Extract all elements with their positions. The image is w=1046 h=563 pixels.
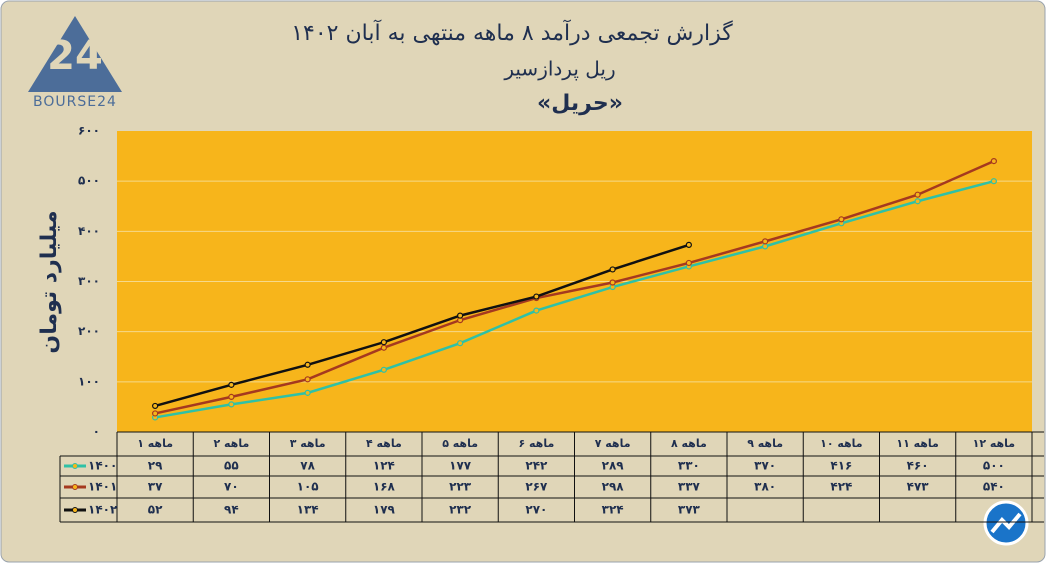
y-axis-label: میلیارد تومان [37,210,62,353]
x-tick-label: ۷ ماهه [595,437,631,450]
x-tick-label: ۳ ماهه [290,437,326,450]
logo-mark: 24 [47,33,103,79]
legend-label: ۱۴۰۱ [88,480,117,494]
table-cell: ۲۳۲ [449,503,472,517]
point [228,381,235,388]
legend-swatch [72,463,78,469]
subtitle: «حریل» [537,91,623,116]
y-tick-label: ۲۰۰ [78,324,100,338]
y-tick-label: ۳۰۰ [78,274,100,288]
x-tick-label: ۴ ماهه [366,437,402,450]
x-tick-label: ۹ ماهه [747,437,783,450]
table-cell: ۲۸۹ [602,459,625,473]
table-cell: ۳۳۰ [678,459,700,473]
table-cell: ۱۰۵ [297,480,319,494]
table-cell: ۳۷ [148,480,163,494]
point [228,401,235,408]
y-tick-label: ۵۰۰ [78,174,100,188]
point [762,238,769,245]
point [533,293,540,300]
table-cell: ۵۰۰ [983,459,1005,473]
point [457,312,464,319]
table-cell: ۱۷۷ [449,459,472,473]
y-tick-label: ۱۰۰ [78,374,100,388]
table-cell: ۲۷۰ [525,503,547,517]
table-cell: ۱۳۴ [297,503,319,517]
line-series [154,243,690,408]
point [990,178,997,185]
point [304,389,311,396]
point [609,266,616,273]
point [304,361,311,368]
table-cell: ۲۹۸ [602,480,625,494]
table-cell: ۲۴۲ [525,459,548,473]
table-cell: ۴۶۰ [907,459,929,473]
point [533,307,540,314]
subtitle: ریل پردازسیر [503,57,615,82]
corner-icon-arrow [990,512,1022,534]
chart-title: گزارش تجمعی درآمد ۸ ماهه منتهی به آبان ۱… [291,19,733,46]
table-cell: ۳۷۳ [678,503,701,517]
x-tick-label: ۱۱ ماهه [896,437,939,450]
line-series [154,179,995,419]
x-tick-label: ۱۰ ماهه [820,437,863,450]
point [380,339,387,346]
table-cell: ۷۸ [300,459,315,473]
table-cell: ۷۰ [224,480,239,494]
y-tick-label: ۴۰۰ [78,224,100,238]
point [838,216,845,223]
table-cell: ۳۸۰ [754,480,776,494]
point [685,241,692,248]
table-cell: ۵۲ [148,503,163,517]
x-tick-label: ۶ ماهه [518,437,554,450]
point [457,340,464,347]
table-cell: ۱۷۹ [373,503,396,517]
table-cell: ۳۳۷ [678,480,701,494]
legend-swatch [72,507,78,513]
legend-label: ۱۴۰۰ [88,459,117,473]
x-tick-label: ۵ ماهه [442,437,478,450]
table-cell: ۴۱۶ [830,459,852,473]
y-tick-label: ۰ [93,425,100,439]
point [914,198,921,205]
point [304,376,311,383]
point [685,259,692,267]
point [990,158,997,165]
x-tick-label: ۲ ماهه [213,437,249,450]
table-cell: ۴۷۳ [907,480,930,494]
x-tick-label: ۸ ماهه [671,437,707,450]
point [380,344,387,351]
table-cell: ۹۴ [224,503,239,517]
point [762,243,769,250]
table-cell: ۳۲۴ [602,503,624,517]
logo-triangle [28,16,122,92]
table-cell: ۲۶۷ [525,480,548,494]
point [228,393,235,400]
point [914,191,921,198]
point [609,279,616,286]
table-cell: ۴۲۴ [830,480,852,494]
point [152,410,159,417]
point [380,366,387,373]
x-tick-label: ۱۲ ماهه [973,437,1016,450]
x-tick-label: ۱ ماهه [137,437,173,450]
table-cell: ۳۷۰ [754,459,776,473]
line-series [154,159,995,415]
table-cell: ۲۹ [148,459,163,473]
table-cell: ۵۴۰ [983,480,1005,494]
point [152,402,159,410]
table-cell: ۱۲۴ [373,459,395,473]
table-cell: ۲۲۳ [449,480,472,494]
table-cell: ۱۶۸ [373,480,396,494]
table-cell: ۵۵ [224,459,239,473]
legend-swatch [72,484,78,490]
legend-label: ۱۴۰۲ [88,503,118,517]
y-tick-label: ۶۰۰ [78,124,100,138]
logo-name: BOURSE24 [33,94,117,110]
